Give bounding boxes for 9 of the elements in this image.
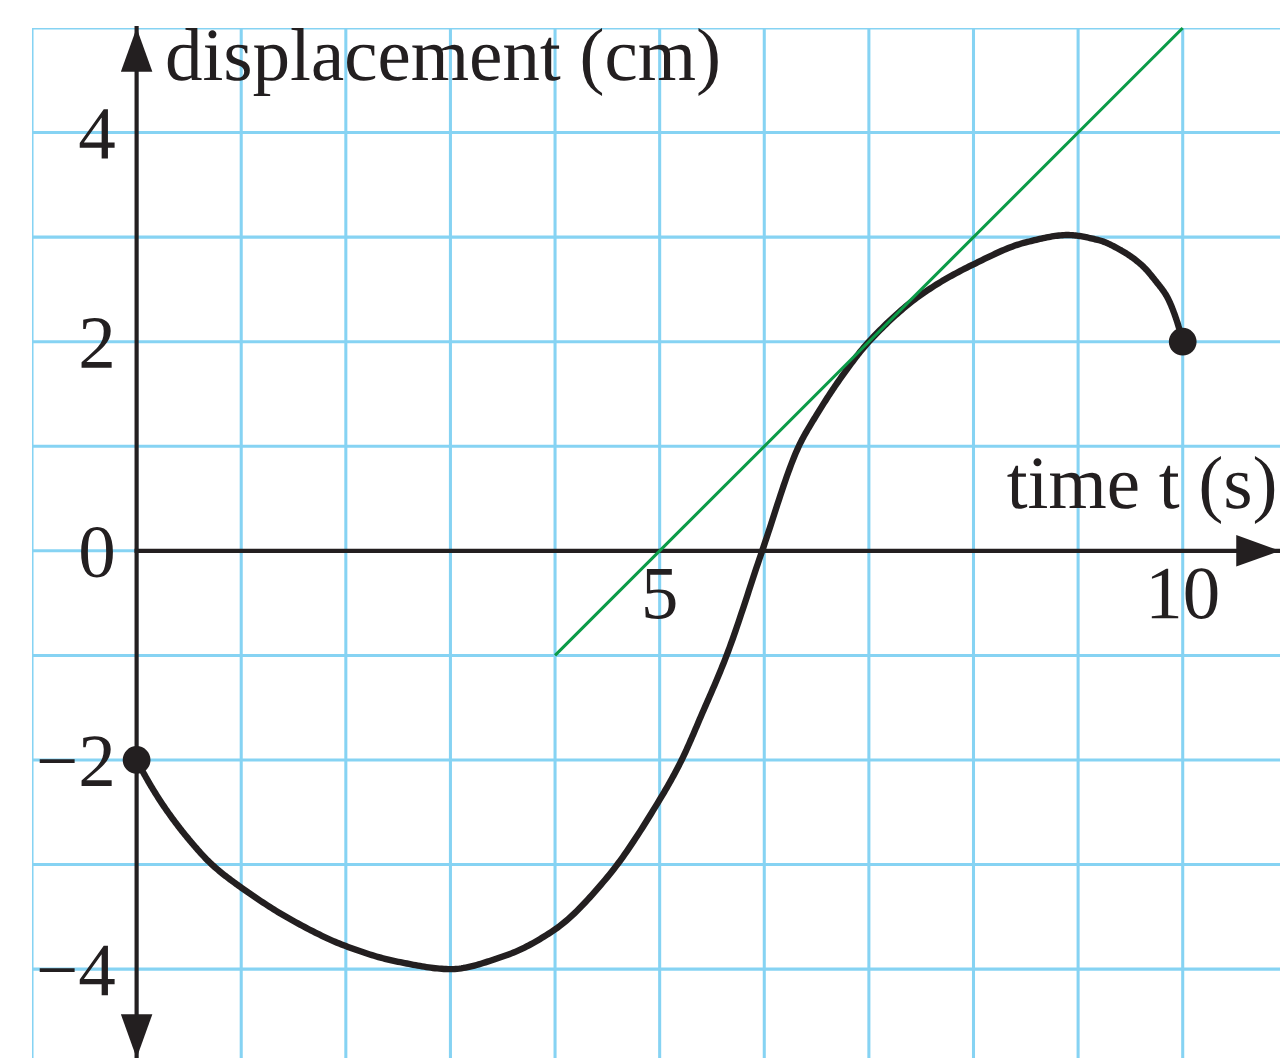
x-tick-label: 5 — [645, 569, 676, 619]
y-tick-label: 4 — [79, 109, 115, 159]
y-tick-label: −4 — [39, 945, 115, 996]
x-axis-title: time t (s) — [1007, 455, 1275, 524]
x-tick-label: 10 — [1151, 568, 1218, 619]
y-tick-label: 0 — [81, 526, 113, 578]
y-tick-label: −2 — [39, 736, 112, 786]
y-tick-label: 2 — [81, 318, 112, 368]
y-axis-title: displacement (cm) — [167, 27, 718, 96]
